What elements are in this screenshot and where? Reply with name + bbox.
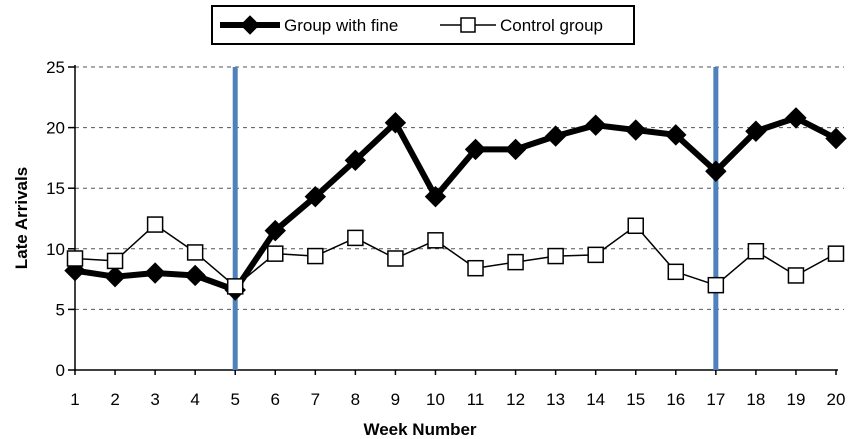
point-control-week-16: [667, 263, 685, 281]
point-control-week-13: [547, 247, 564, 265]
x-axis-title: Week Number: [363, 420, 476, 439]
x-tick-label-7: 7: [311, 390, 320, 409]
point-control-week-18: [747, 242, 765, 260]
point-fine-week-12: [504, 138, 527, 161]
point-fine-week-2: [104, 265, 126, 288]
point-fine-week-17: [705, 160, 727, 182]
legend-marker-fine: [240, 15, 260, 35]
point-control-week-15: [627, 217, 644, 235]
point-control-week-9: [387, 250, 404, 267]
legend-box: [211, 5, 635, 45]
x-tick-label-3: 3: [150, 390, 159, 409]
x-tick-label-11: 11: [467, 390, 485, 409]
point-control-week-3: [146, 216, 164, 233]
point-control-week-1: [66, 250, 84, 267]
vertical-markers: [232, 67, 719, 370]
point-fine-week-7: [304, 185, 327, 208]
point-fine-week-20: [825, 127, 847, 150]
point-fine-week-15: [625, 119, 647, 141]
series-layer: [64, 107, 847, 301]
x-tick-label-19: 19: [786, 390, 805, 409]
point-fine-week-13: [544, 125, 567, 147]
x-tick-labels: 1 2 3 4 5 6 7 8 9 10 11 12 13 14 15 16 17 18 19 20: [70, 390, 845, 409]
x-tick-label-16: 16: [666, 390, 685, 409]
point-control-week-17: [707, 276, 725, 294]
point-control-week-19: [787, 267, 805, 284]
x-tick-label-9: 9: [391, 390, 400, 409]
point-fine-week-18: [745, 120, 767, 142]
y-tick-label-20: 20: [46, 119, 65, 138]
y-tick-label-0: 0: [56, 361, 65, 380]
legend-label-fine: Group with fine: [284, 16, 398, 35]
point-fine-week-3: [144, 262, 166, 284]
point-fine-week-14: [584, 114, 607, 136]
point-fine-week-16: [665, 124, 687, 146]
point-fine-week-9: [384, 112, 407, 134]
series-line-fine: [74, 114, 838, 293]
x-tick-label-15: 15: [626, 390, 645, 409]
y-tick-labels: 0 5 10 15 20 25: [46, 58, 65, 380]
point-control-week-8: [347, 229, 364, 247]
point-fine-week-4: [184, 264, 206, 287]
x-tick-label-13: 13: [546, 390, 565, 409]
x-tick-label-14: 14: [586, 390, 605, 409]
point-control-week-7: [307, 247, 324, 265]
y-tick-label-25: 25: [46, 58, 65, 77]
point-fine-week-11: [464, 138, 487, 161]
x-tick-label-12: 12: [506, 390, 525, 409]
point-control-week-14: [587, 246, 604, 264]
legend-label-control: Control group: [500, 16, 603, 35]
point-control-week-6: [267, 245, 284, 262]
point-control-week-12: [507, 253, 524, 271]
point-fine-week-6: [264, 219, 286, 242]
x-tick-label-20: 20: [827, 390, 846, 409]
x-tick-label-1: 1: [70, 390, 79, 409]
legend: Group with fine Control group: [211, 5, 635, 45]
axes: [68, 65, 838, 375]
point-control-week-5: [226, 278, 244, 295]
y-tick-label-15: 15: [46, 179, 65, 198]
x-tick-label-17: 17: [706, 390, 725, 409]
x-tick-label-5: 5: [230, 390, 239, 409]
point-control-week-20: [827, 245, 845, 262]
x-tick-label-10: 10: [426, 390, 445, 409]
x-tick-label-2: 2: [110, 390, 119, 409]
point-control-week-2: [106, 252, 124, 270]
point-fine-week-8: [344, 149, 367, 172]
point-fine-week-19: [785, 107, 807, 129]
point-control-week-4: [186, 244, 204, 261]
point-control-week-11: [467, 259, 484, 277]
point-fine-week-10: [424, 185, 447, 208]
x-tick-label-8: 8: [351, 390, 360, 409]
point-control-week-10: [427, 232, 444, 249]
y-tick-label-10: 10: [46, 240, 65, 259]
x-tick-label-4: 4: [190, 390, 199, 409]
legend-marker-control: [460, 17, 476, 33]
x-tick-label-6: 6: [271, 390, 280, 409]
y-tick-label-5: 5: [56, 300, 65, 319]
x-tick-label-18: 18: [746, 390, 765, 409]
y-axis-title: Late Arrivals: [12, 167, 31, 269]
